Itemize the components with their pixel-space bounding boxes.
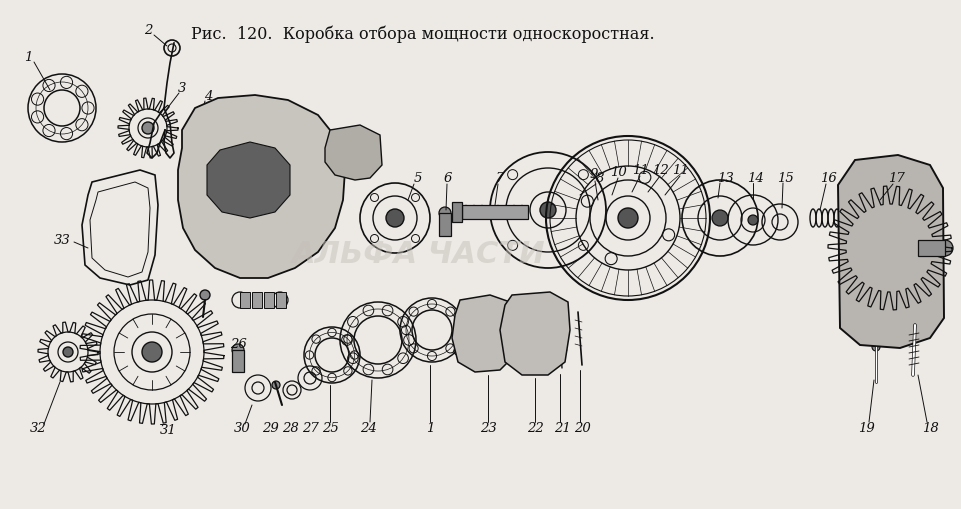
- Text: 1: 1: [24, 50, 32, 64]
- Polygon shape: [239, 292, 250, 308]
- Text: 19: 19: [857, 421, 874, 435]
- Circle shape: [748, 215, 757, 225]
- Text: 17: 17: [887, 172, 903, 184]
- Polygon shape: [461, 205, 528, 219]
- Circle shape: [936, 240, 952, 256]
- Text: АЛЬФА ЧАСТИ: АЛЬФА ЧАСТИ: [291, 240, 545, 269]
- Text: Рис.  120.  Коробка отбора мощности односкоростная.: Рис. 120. Коробка отбора мощности односк…: [191, 26, 654, 43]
- Text: 7: 7: [495, 172, 504, 184]
- Text: 32: 32: [30, 421, 46, 435]
- Polygon shape: [178, 95, 345, 278]
- Text: 10: 10: [609, 165, 626, 179]
- Circle shape: [142, 342, 161, 362]
- Circle shape: [438, 207, 451, 219]
- Circle shape: [539, 202, 555, 218]
- Text: 23: 23: [480, 421, 496, 435]
- Polygon shape: [438, 213, 451, 236]
- Text: 18: 18: [921, 421, 937, 435]
- Text: 21: 21: [553, 421, 570, 435]
- Text: 31: 31: [160, 423, 176, 437]
- Polygon shape: [207, 142, 289, 218]
- Text: 8: 8: [595, 172, 604, 184]
- Circle shape: [349, 146, 360, 158]
- Text: 33: 33: [54, 234, 70, 246]
- Polygon shape: [837, 155, 943, 348]
- Polygon shape: [276, 292, 285, 308]
- Text: 11: 11: [631, 163, 648, 177]
- Text: 2: 2: [143, 23, 152, 37]
- Circle shape: [871, 343, 879, 351]
- Text: 15: 15: [776, 172, 793, 184]
- Polygon shape: [263, 292, 274, 308]
- Text: 20: 20: [573, 421, 590, 435]
- Text: 9: 9: [589, 168, 598, 182]
- Text: 22: 22: [526, 421, 543, 435]
- Circle shape: [62, 347, 73, 357]
- Circle shape: [200, 290, 209, 300]
- Polygon shape: [252, 292, 261, 308]
- Text: 16: 16: [819, 172, 835, 184]
- Text: 14: 14: [746, 172, 763, 184]
- Text: 4: 4: [204, 90, 212, 102]
- Circle shape: [232, 344, 244, 356]
- Circle shape: [617, 208, 637, 228]
- Text: 26: 26: [230, 338, 246, 352]
- Circle shape: [272, 381, 280, 389]
- Circle shape: [142, 122, 154, 134]
- Polygon shape: [232, 350, 244, 372]
- Text: 27: 27: [302, 421, 318, 435]
- Circle shape: [330, 127, 380, 177]
- Circle shape: [875, 234, 903, 262]
- Polygon shape: [452, 295, 514, 372]
- Text: 3: 3: [178, 81, 186, 95]
- Text: 13: 13: [716, 172, 732, 184]
- Polygon shape: [452, 202, 461, 222]
- Polygon shape: [917, 240, 944, 256]
- Text: 29: 29: [261, 421, 278, 435]
- Text: 24: 24: [359, 421, 376, 435]
- Polygon shape: [500, 292, 570, 375]
- Text: 6: 6: [443, 172, 452, 184]
- Text: 11: 11: [671, 163, 688, 177]
- Text: 12: 12: [651, 163, 668, 177]
- Text: 5: 5: [413, 172, 422, 184]
- Polygon shape: [325, 125, 382, 180]
- Text: 1: 1: [426, 421, 433, 435]
- Circle shape: [711, 210, 727, 226]
- Text: 25: 25: [321, 421, 338, 435]
- Text: 28: 28: [282, 421, 298, 435]
- Circle shape: [908, 320, 918, 330]
- Circle shape: [385, 209, 404, 227]
- Text: 30: 30: [234, 421, 250, 435]
